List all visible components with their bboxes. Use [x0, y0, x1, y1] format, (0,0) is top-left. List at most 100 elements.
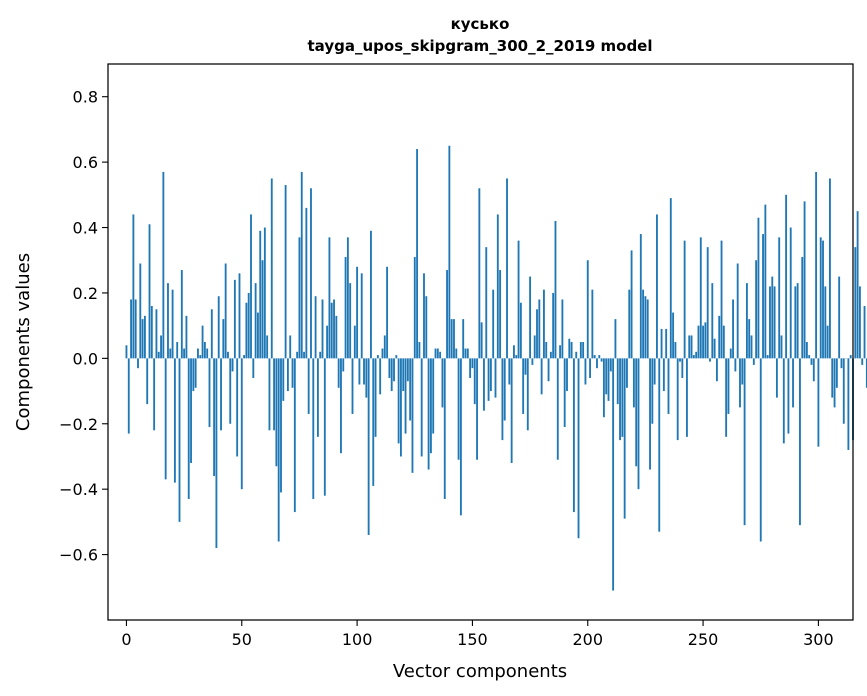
- bar: [676, 358, 679, 441]
- bar: [861, 358, 864, 365]
- bar: [826, 325, 829, 359]
- bar: [549, 351, 552, 359]
- bar: [134, 299, 137, 359]
- bar: [656, 214, 658, 359]
- bar: [598, 355, 601, 359]
- bar: [690, 335, 693, 359]
- bar: [646, 299, 649, 359]
- bar: [718, 315, 721, 359]
- bar: [307, 358, 310, 414]
- bar: [300, 171, 303, 359]
- bar: [570, 342, 573, 359]
- bar: [462, 319, 465, 359]
- bar: [229, 358, 232, 424]
- bar: [197, 348, 199, 359]
- bar: [483, 358, 485, 411]
- bar: [796, 283, 799, 359]
- x-tick-label: 250: [688, 630, 719, 649]
- bar: [769, 286, 771, 359]
- bar: [178, 358, 181, 522]
- bar: [210, 309, 213, 359]
- bar: [459, 358, 462, 516]
- bar: [167, 283, 169, 359]
- bar: [651, 358, 654, 424]
- bar: [709, 358, 711, 362]
- bar: [748, 319, 751, 359]
- bar: [833, 358, 836, 408]
- bar: [427, 358, 430, 470]
- bars-group: [125, 145, 867, 591]
- bar: [469, 358, 472, 378]
- bar: [321, 299, 324, 359]
- bar: [785, 194, 788, 359]
- bar: [533, 335, 536, 359]
- bar: [450, 319, 453, 359]
- bar: [340, 358, 342, 454]
- bar: [658, 358, 661, 532]
- bar: [499, 270, 502, 359]
- bar: [810, 358, 813, 365]
- bar: [762, 234, 764, 359]
- bar: [496, 214, 499, 359]
- bar: [383, 335, 386, 359]
- bar: [328, 237, 331, 359]
- bar: [501, 358, 504, 441]
- bar: [243, 355, 246, 359]
- bar: [789, 227, 792, 359]
- bar: [838, 276, 841, 359]
- bar: [432, 358, 435, 434]
- bar: [736, 263, 739, 359]
- y-tick-label: −0.6: [59, 546, 98, 565]
- bar: [842, 358, 845, 424]
- bar: [316, 358, 319, 437]
- bar: [665, 328, 668, 359]
- bar: [799, 358, 801, 526]
- bar: [367, 358, 370, 535]
- y-axis-label: Components values: [13, 253, 34, 431]
- bar: [286, 358, 289, 392]
- bar: [402, 358, 405, 392]
- bar: [513, 345, 515, 359]
- bar: [679, 358, 681, 362]
- bar: [466, 348, 469, 359]
- bar: [817, 358, 820, 447]
- bar: [674, 342, 677, 359]
- bar: [614, 319, 617, 359]
- bar: [436, 348, 439, 359]
- bar: [409, 358, 412, 421]
- bar: [859, 286, 861, 359]
- bar: [381, 348, 384, 359]
- bar: [319, 351, 322, 359]
- bar: [266, 335, 269, 359]
- bar: [439, 351, 442, 359]
- bar: [752, 358, 755, 365]
- x-tick-label: 100: [342, 630, 373, 649]
- bar: [314, 296, 317, 359]
- bar: [600, 358, 603, 362]
- bar: [692, 355, 695, 359]
- bar: [713, 338, 716, 359]
- bar: [252, 358, 255, 378]
- bar: [192, 358, 195, 392]
- bar: [487, 358, 490, 401]
- bar: [792, 358, 794, 408]
- bar: [291, 358, 294, 388]
- bar: [489, 358, 492, 392]
- bar: [169, 348, 172, 359]
- bar: [270, 178, 273, 359]
- bar: [660, 328, 663, 359]
- bar: [556, 358, 559, 460]
- bar: [236, 358, 239, 457]
- bar: [547, 358, 550, 382]
- bar: [605, 358, 608, 395]
- bar: [510, 358, 513, 464]
- bar: [847, 358, 850, 450]
- bar: [233, 279, 236, 359]
- bar: [531, 358, 534, 365]
- bar: [176, 342, 179, 359]
- bar: [561, 299, 564, 359]
- bar: [146, 358, 149, 405]
- chart-subtitle: tayga_upos_skipgram_300_2_2019 model: [308, 37, 653, 55]
- bar: [517, 240, 520, 359]
